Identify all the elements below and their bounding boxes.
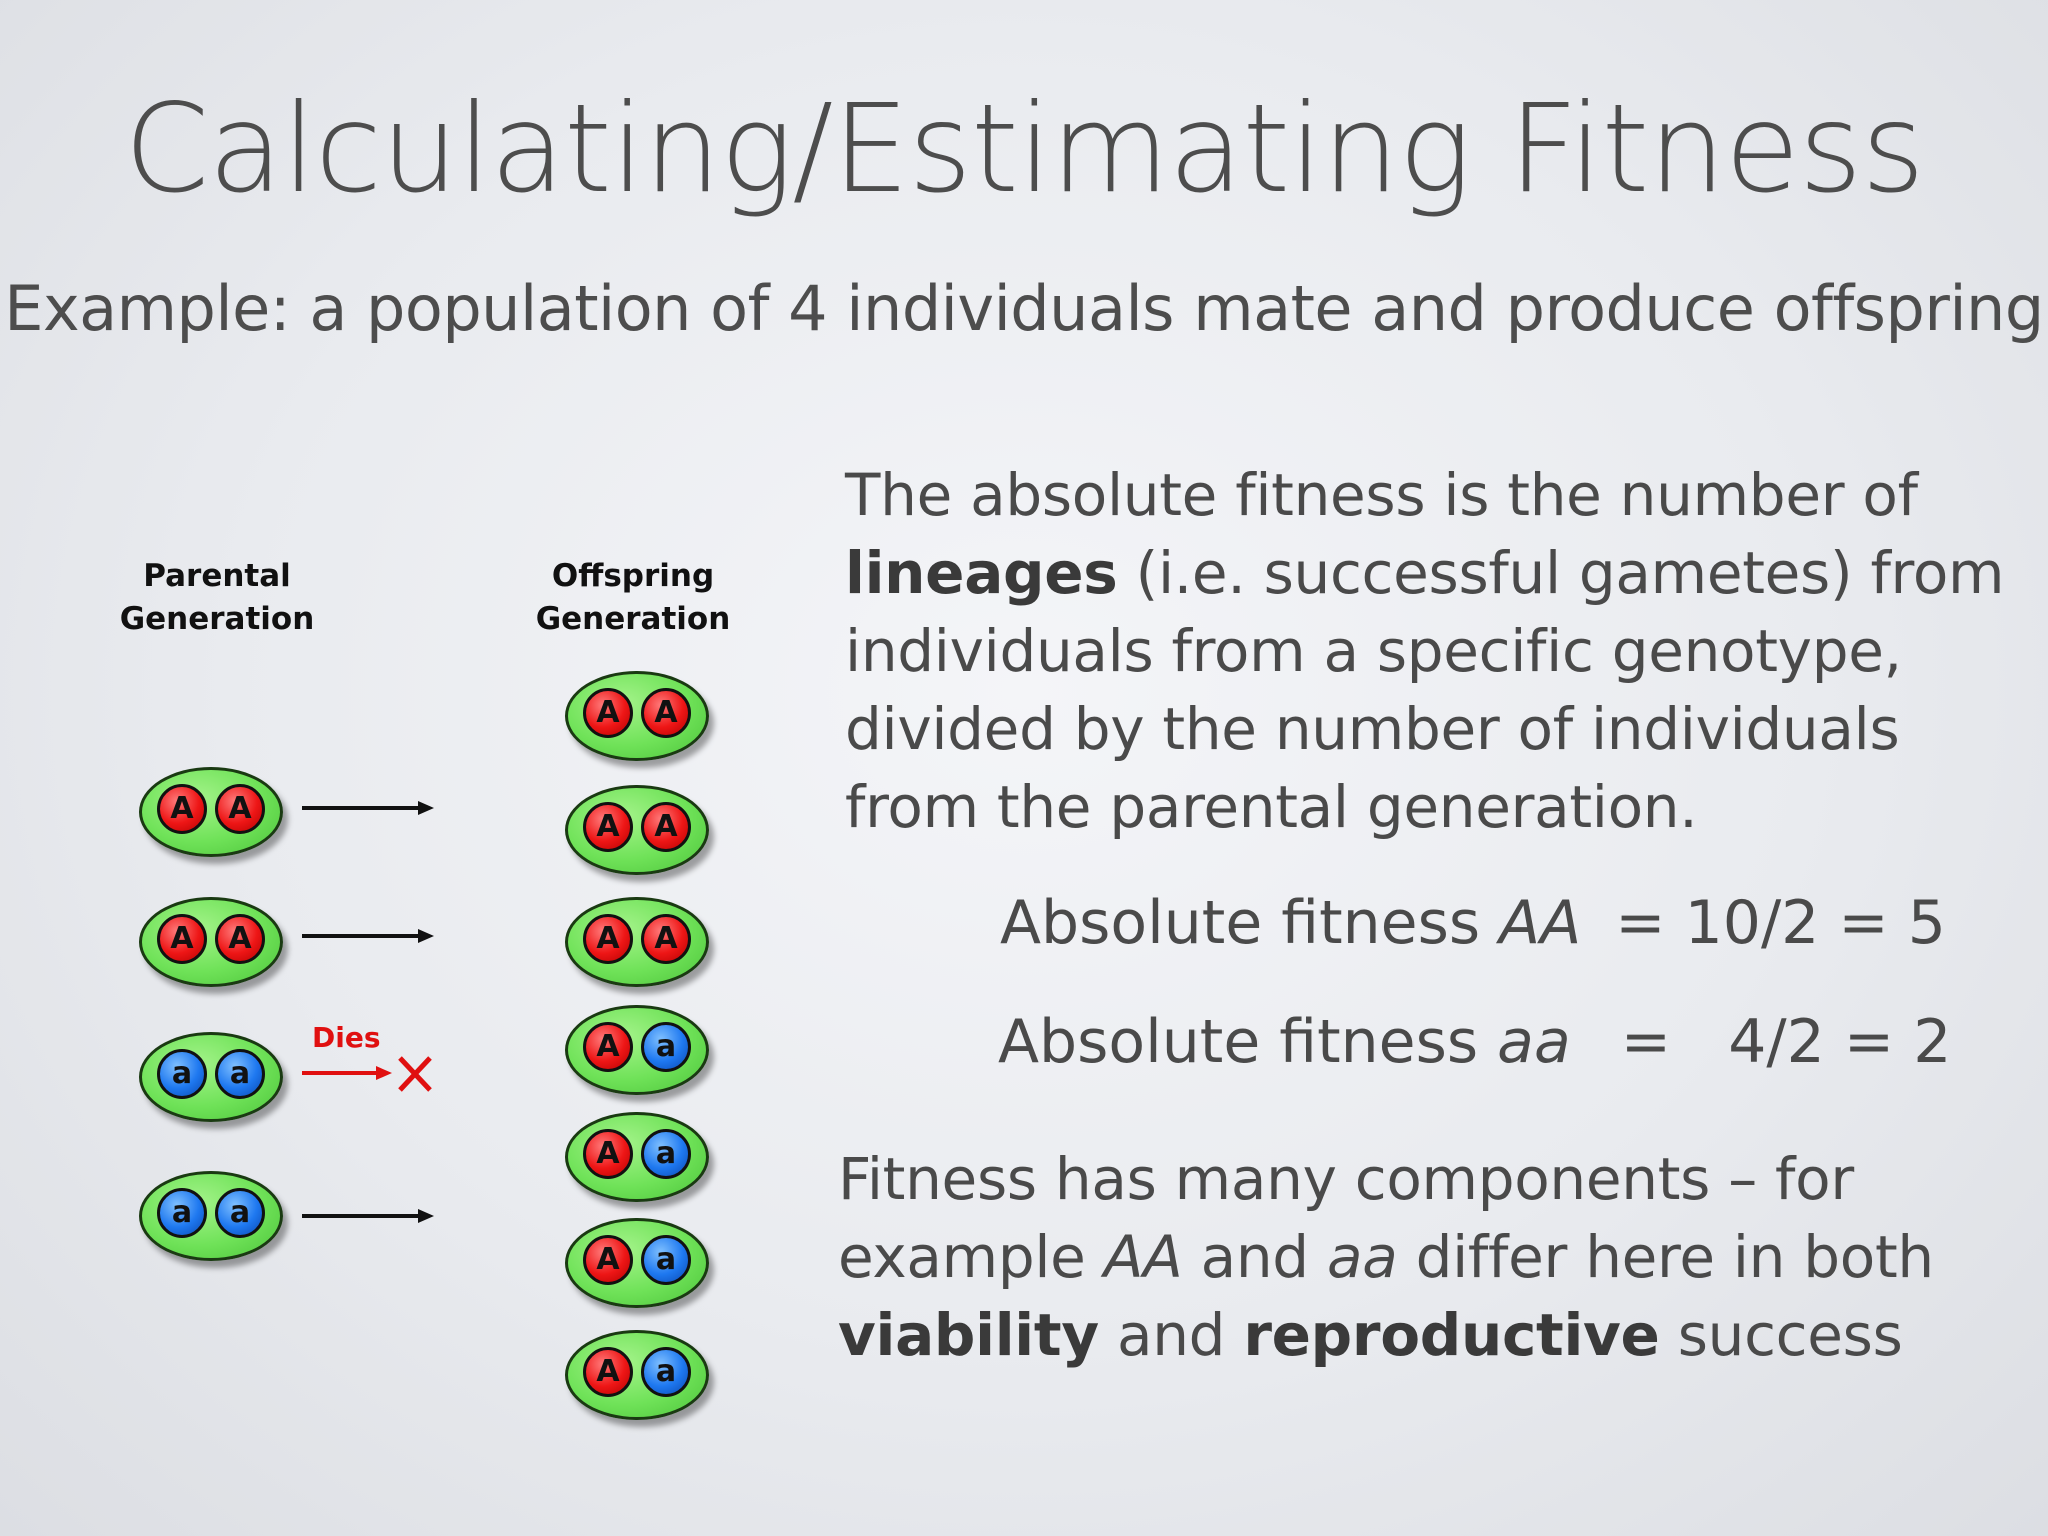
parental-generation-label: Parental Generation: [87, 555, 347, 641]
eq2-rhs: = 4/2 = 2: [1620, 1007, 1952, 1077]
parent-cell-2: A A: [139, 897, 283, 987]
slide-subtitle: Example: a population of 4 individuals m…: [4, 272, 2044, 345]
allele-circle: A: [583, 914, 633, 964]
allele-circle: A: [583, 1235, 633, 1285]
allele-circle: a: [641, 1235, 691, 1285]
offspring-cell-1: A A: [565, 671, 709, 761]
parent-cell-3: a a: [139, 1032, 283, 1122]
arrow-2: [302, 929, 434, 943]
allele-circle: a: [641, 1347, 691, 1397]
allele-circle: a: [215, 1049, 265, 1099]
eq1-genotype: AA: [1499, 888, 1582, 958]
offspring-cell-6: A a: [565, 1218, 709, 1308]
para2-bold-reproductive: reproductive: [1243, 1301, 1660, 1369]
arrow-4: [302, 1209, 434, 1223]
offspring-cell-3: A A: [565, 897, 709, 987]
allele-circle: A: [641, 802, 691, 852]
para2-italic-aa-dominant: AA: [1103, 1223, 1183, 1291]
allele-circle: a: [641, 1129, 691, 1179]
eq2-genotype: aa: [1497, 1007, 1571, 1077]
offspring-cell-2: A A: [565, 785, 709, 875]
slide-title: Calculating/Estimating Fitness: [124, 78, 1925, 220]
arrow-1: [302, 801, 434, 815]
equation-aa-recessive: Absolute fitness aa = 4/2 = 2: [998, 1007, 1951, 1077]
allele-circle: A: [215, 784, 265, 834]
offspring-cell-7: A a: [565, 1330, 709, 1420]
parental-label-line2: Generation: [119, 601, 315, 637]
fitness-components-note: Fitness has many components – for exampl…: [838, 1140, 2018, 1374]
dies-label: Dies: [312, 1021, 381, 1054]
allele-circle: A: [157, 914, 207, 964]
offspring-generation-label: Offspring Generation: [503, 555, 763, 641]
para2-text-4: and: [1098, 1301, 1244, 1369]
allele-circle: A: [583, 688, 633, 738]
para2-italic-aa-recessive: aa: [1326, 1223, 1398, 1291]
allele-circle: A: [157, 784, 207, 834]
allele-circle: A: [583, 1129, 633, 1179]
para1-text-1: The absolute fitness is the number of: [845, 461, 1918, 529]
eq1-rhs: = 10/2 = 5: [1615, 888, 1946, 958]
allele-circle: A: [641, 914, 691, 964]
allele-circle: A: [583, 802, 633, 852]
offspring-cell-5: A a: [565, 1112, 709, 1202]
allele-circle: a: [215, 1188, 265, 1238]
equation-aa-dominant: Absolute fitness AA = 10/2 = 5: [1000, 888, 1946, 958]
para2-text-3: differ here in both: [1397, 1223, 1935, 1291]
allele-circle: A: [583, 1347, 633, 1397]
x-mark-icon: [398, 1056, 432, 1092]
para2-bold-viability: viability: [838, 1301, 1099, 1369]
para2-text-2: and: [1182, 1223, 1327, 1291]
allele-circle: a: [157, 1049, 207, 1099]
para1-bold-lineages: lineages: [845, 539, 1118, 607]
para2-text-1: Fitness has many components – for exampl…: [838, 1145, 1854, 1291]
offspring-label-line2: Generation: [535, 601, 731, 637]
parent-cell-4: a a: [139, 1171, 283, 1261]
allele-circle: A: [215, 914, 265, 964]
allele-circle: a: [157, 1188, 207, 1238]
offspring-label-line1: Offspring: [551, 558, 715, 594]
allele-circle: A: [641, 688, 691, 738]
allele-circle: A: [583, 1022, 633, 1072]
para1-text-2: (i.e. successful gametes) from individua…: [845, 539, 2005, 841]
allele-circle: a: [641, 1022, 691, 1072]
eq2-label: Absolute fitness: [998, 1007, 1498, 1077]
parent-cell-1: A A: [139, 767, 283, 857]
parental-label-line1: Parental: [143, 558, 291, 594]
absolute-fitness-definition: The absolute fitness is the number of li…: [845, 456, 2025, 846]
para2-text-5: success: [1659, 1301, 1903, 1369]
eq1-label: Absolute fitness: [1000, 888, 1500, 958]
offspring-cell-4: A a: [565, 1005, 709, 1095]
arrow-dies: [302, 1066, 392, 1080]
